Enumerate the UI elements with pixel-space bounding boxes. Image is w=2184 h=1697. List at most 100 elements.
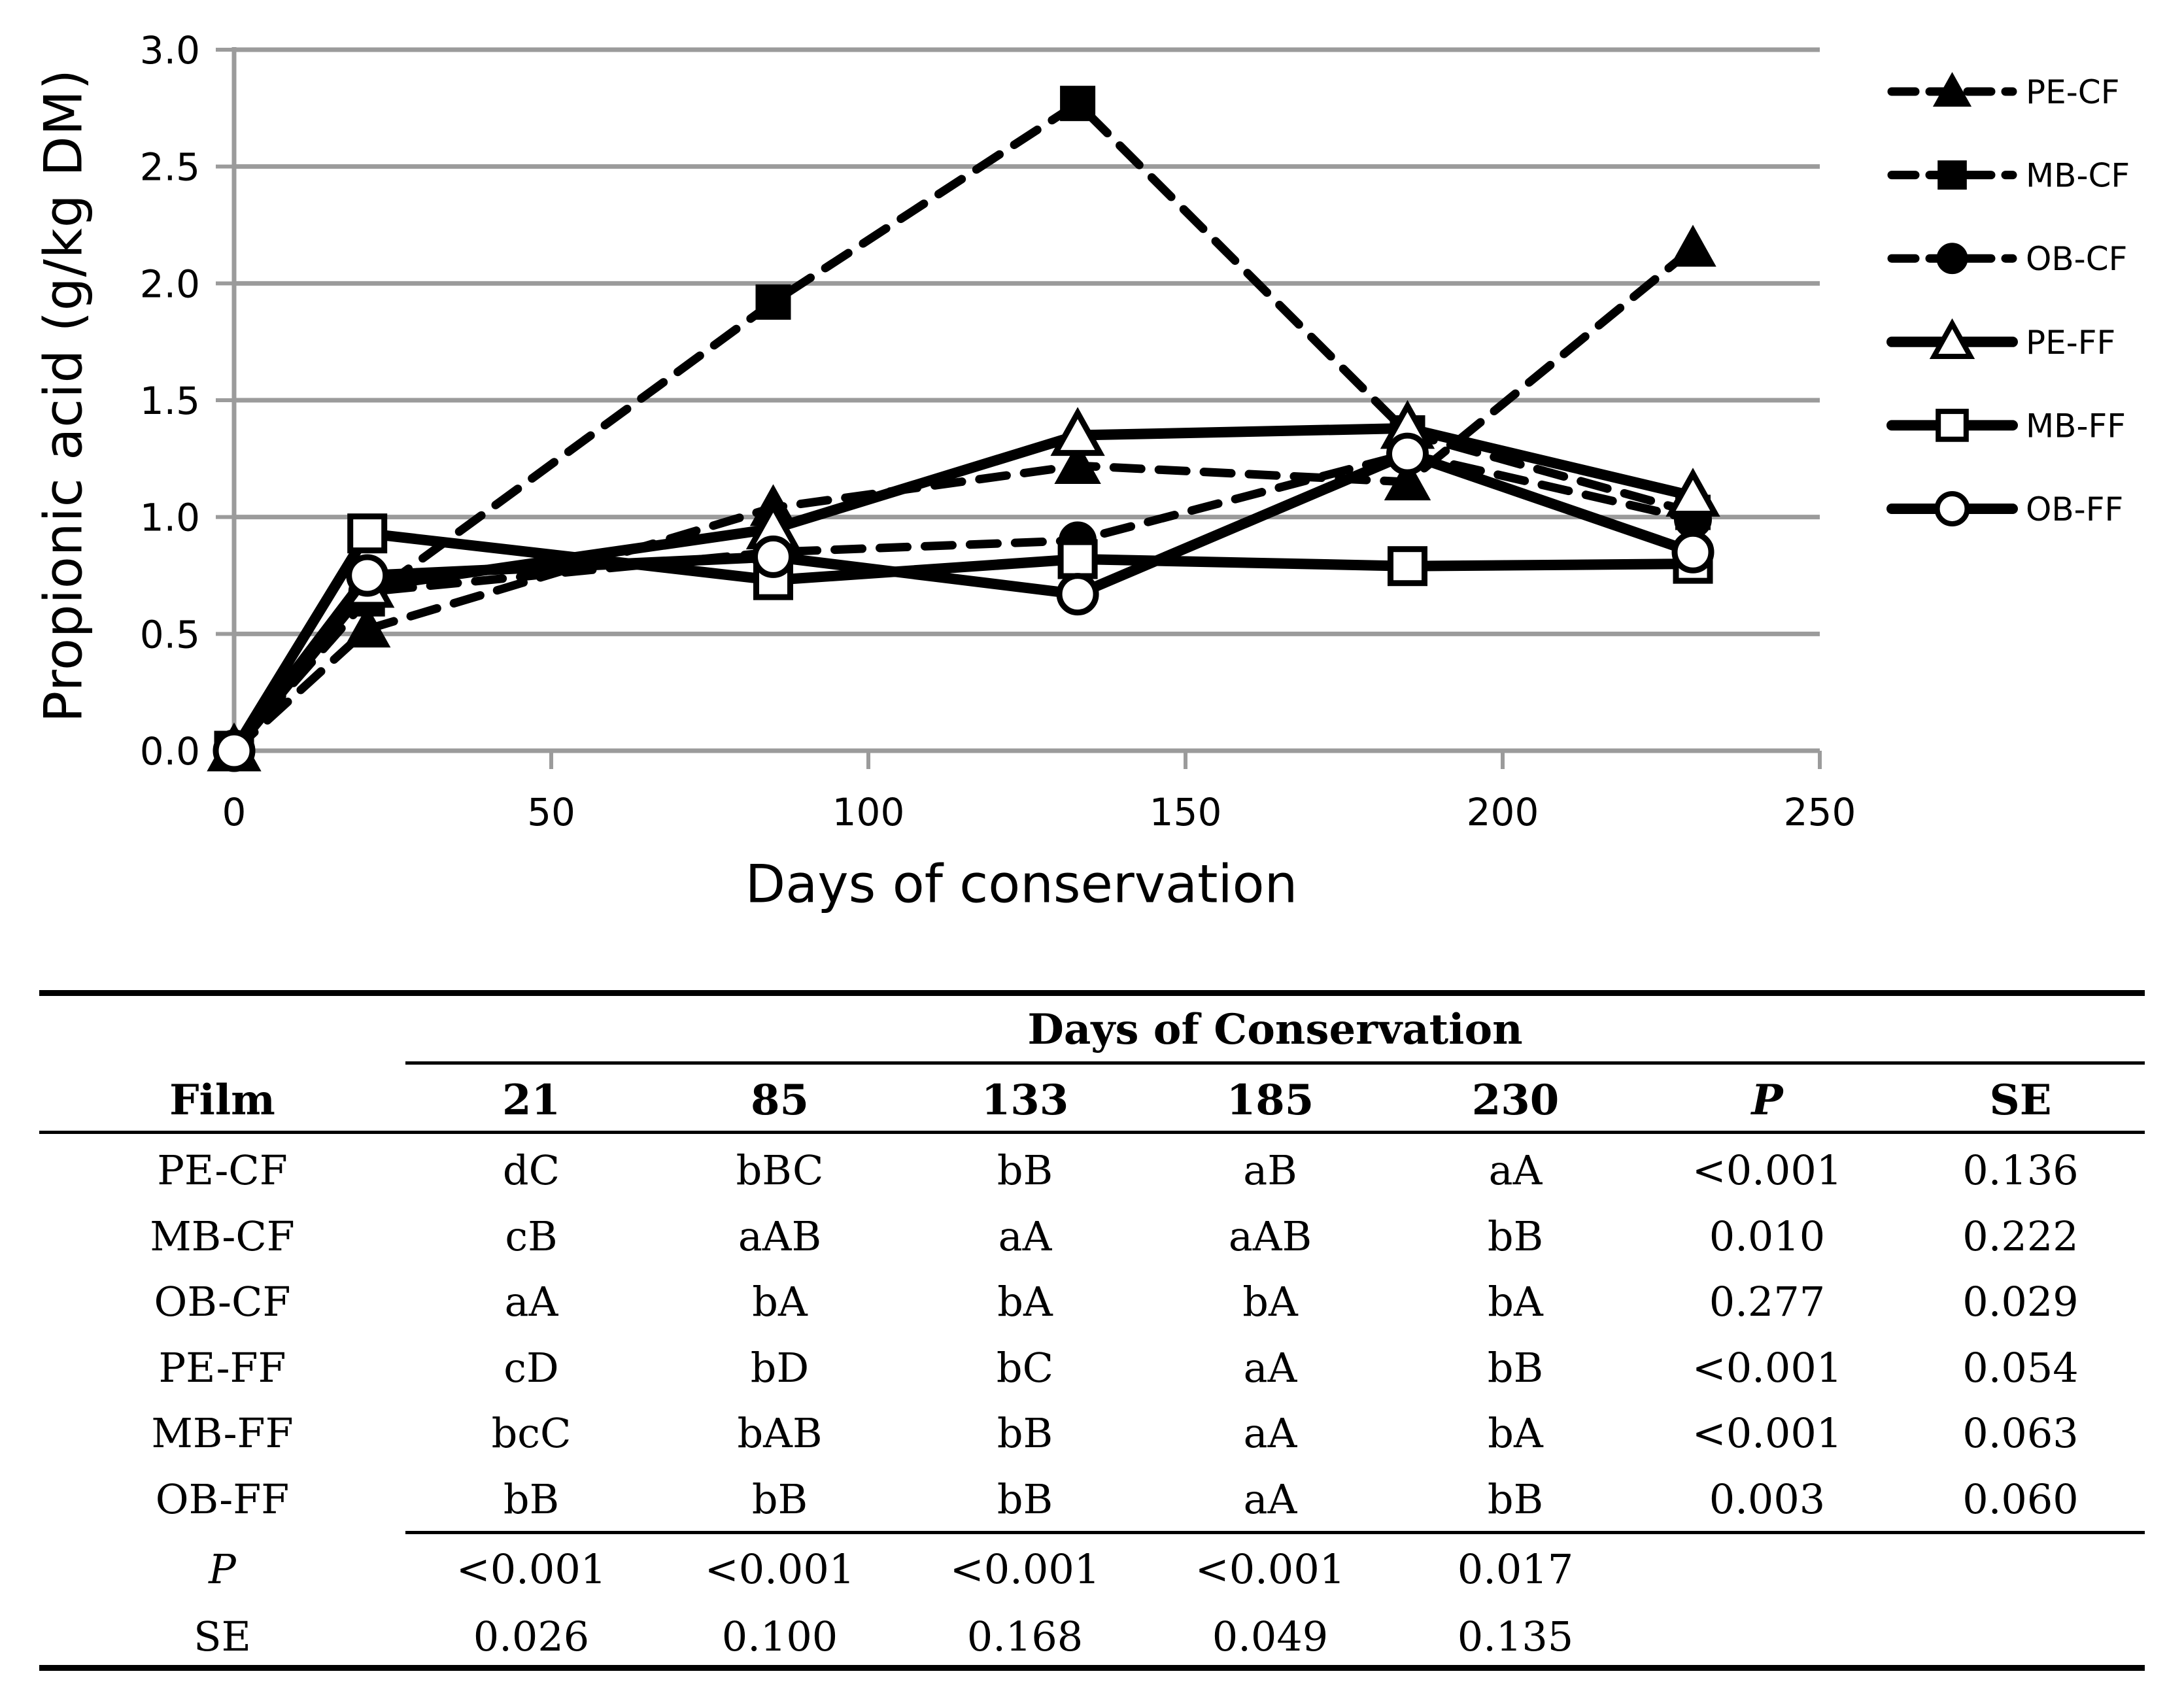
- table-p-row: P <0.001 <0.001 <0.001 <0.001 0.017: [0, 1542, 2184, 1597]
- triangle-filled-marker: [343, 606, 391, 648]
- legend-label-PE-CF: PE-CF: [2026, 73, 2119, 111]
- cell-OB-CF-21: aA: [504, 1278, 558, 1326]
- p-row-value-21: <0.001: [456, 1545, 607, 1593]
- cell-PE-FF-85: bD: [750, 1343, 810, 1392]
- column-header-Film: Film: [169, 1076, 275, 1125]
- table-top-rule: [39, 990, 2145, 996]
- cell-PE-FF-P: <0.001: [1692, 1343, 1843, 1392]
- circle-open-marker: [752, 535, 794, 578]
- square-filled-marker: [1937, 160, 1967, 190]
- cell-PE-CF-21: dC: [502, 1146, 560, 1194]
- cell-PE-CF-85: bBC: [736, 1146, 824, 1194]
- p-row-label: P: [209, 1545, 236, 1593]
- cell-MB-FF-21: bcC: [491, 1409, 572, 1458]
- row-label-PE-FF: PE-FF: [158, 1343, 286, 1392]
- square-open-marker: [1388, 546, 1427, 587]
- legend-label-OB-FF: OB-FF: [2026, 490, 2123, 528]
- y-tick-label: 0.0: [140, 729, 200, 774]
- y-tick-label: 1.5: [140, 379, 200, 423]
- y-tick-label: 2.5: [140, 145, 200, 190]
- p-row-value-85: <0.001: [704, 1545, 855, 1593]
- square-open-marker: [1057, 539, 1098, 579]
- triangle-filled-marker: [1054, 441, 1101, 485]
- column-header-185: 185: [1226, 1076, 1314, 1125]
- cell-PE-CF-SE: 0.136: [1962, 1146, 2079, 1194]
- cell-OB-FF-133: bB: [997, 1475, 1053, 1523]
- cell-PE-FF-133: bC: [996, 1343, 1054, 1392]
- series-line-PE-CF: [230, 244, 1698, 755]
- triangle-open-marker: [1665, 468, 1720, 517]
- circle-open-marker: [213, 729, 256, 772]
- cell-PE-CF-133: bB: [997, 1146, 1053, 1194]
- series-line-MB-CF: [230, 99, 1698, 755]
- table-group-header: Days of Conservation: [1027, 1005, 1523, 1054]
- cell-OB-FF-230: bB: [1487, 1475, 1544, 1523]
- x-axis-title: Days of conservation: [745, 853, 1298, 915]
- cell-PE-FF-21: cD: [503, 1343, 559, 1392]
- cell-OB-CF-230: bA: [1488, 1278, 1543, 1326]
- cell-MB-FF-P: <0.001: [1692, 1409, 1843, 1458]
- cell-MB-FF-85: bAB: [737, 1409, 823, 1458]
- table-row-PE-CF: PE-CF dC bBC bB aB aA <0.001 0.136: [0, 1143, 2184, 1198]
- cell-OB-FF-SE: 0.060: [1962, 1475, 2079, 1523]
- cell-PE-FF-230: bB: [1487, 1343, 1544, 1392]
- se-row-label: SE: [194, 1613, 251, 1660]
- x-tick-label: 250: [1784, 790, 1856, 834]
- circle-open-marker: [1056, 573, 1099, 616]
- group-header-rule: [405, 1061, 2145, 1065]
- table-row-OB-CF: OB-CF aA bA bA bA bA 0.277 0.029: [0, 1275, 2184, 1329]
- cell-OB-CF-133: bA: [997, 1278, 1053, 1326]
- row-label-MB-CF: MB-CF: [150, 1212, 295, 1260]
- table-row-OB-FF: OB-FF bB bB bB aA bB 0.003 0.060: [0, 1472, 2184, 1527]
- cell-PE-FF-SE: 0.054: [1962, 1343, 2079, 1392]
- column-header-P: P: [1751, 1076, 1783, 1125]
- column-header-SE: SE: [1989, 1076, 2052, 1125]
- cell-OB-FF-185: aA: [1243, 1475, 1297, 1523]
- legend-label-MB-CF: MB-CF: [2026, 157, 2130, 195]
- cell-OB-FF-85: bB: [751, 1475, 808, 1523]
- cell-MB-CF-230: bB: [1487, 1212, 1544, 1260]
- table-row-MB-CF: MB-CF cB aAB aA aAB bB 0.010 0.222: [0, 1209, 2184, 1264]
- legend-label-PE-FF: PE-FF: [2026, 324, 2115, 362]
- column-header-21: 21: [502, 1076, 561, 1125]
- y-tick-label: 3.0: [140, 28, 200, 73]
- table-group-row: Days of Conservation: [0, 1003, 2184, 1057]
- cell-MB-CF-P: 0.010: [1709, 1212, 1826, 1260]
- x-tick-label: 0: [222, 790, 247, 834]
- cell-MB-CF-SE: 0.222: [1962, 1212, 2079, 1260]
- y-tick-label: 2.0: [140, 262, 200, 306]
- square-open-marker: [1936, 409, 1969, 442]
- se-row-value-21: 0.026: [473, 1613, 590, 1660]
- cell-OB-FF-21: bB: [503, 1475, 560, 1523]
- statistics-table: Days of Conservation Film 21 85 133 185 230 P SE…: [0, 935, 2184, 1697]
- cell-MB-FF-SE: 0.063: [1962, 1409, 2079, 1458]
- p-row-value-133: <0.001: [949, 1545, 1101, 1593]
- circle-open-marker: [346, 554, 389, 597]
- x-tick-label: 50: [527, 790, 575, 834]
- row-label-PE-CF: PE-CF: [157, 1146, 288, 1194]
- cell-MB-CF-21: cB: [505, 1212, 558, 1260]
- x-tick-label: 150: [1150, 790, 1222, 834]
- x-tick-label: 200: [1467, 790, 1539, 834]
- circle-open-marker: [1386, 432, 1429, 475]
- legend-label-MB-FF: MB-FF: [2026, 407, 2126, 445]
- cell-OB-FF-P: 0.003: [1709, 1475, 1826, 1523]
- triangle-open-marker: [1929, 318, 1975, 359]
- triangle-open-marker: [1050, 407, 1105, 456]
- cell-PE-CF-230: aA: [1488, 1146, 1543, 1194]
- square-filled-marker: [1060, 86, 1096, 122]
- p-row-value-230: 0.017: [1457, 1545, 1574, 1593]
- row-label-MB-FF: MB-FF: [151, 1409, 294, 1458]
- se-row-value-85: 0.100: [721, 1613, 838, 1660]
- cell-PE-CF-P: <0.001: [1692, 1146, 1843, 1194]
- cell-PE-CF-185: aB: [1243, 1146, 1297, 1194]
- chart-plot-svg: 0.0 0.5 1.0 1.5 2.0 2.5 3.0 0 50 100 150 200 250 PE-C…: [140, 28, 2130, 834]
- x-tick-label: 100: [832, 790, 905, 834]
- circle-open-marker: [1671, 530, 1715, 574]
- cell-PE-FF-185: aA: [1243, 1343, 1297, 1392]
- cell-MB-FF-133: bB: [997, 1409, 1053, 1458]
- triangle-filled-marker: [1932, 72, 1972, 107]
- row-label-OB-CF: OB-CF: [154, 1278, 291, 1326]
- table-header-row: Film 21 85 133 185 230 P SE: [0, 1073, 2184, 1128]
